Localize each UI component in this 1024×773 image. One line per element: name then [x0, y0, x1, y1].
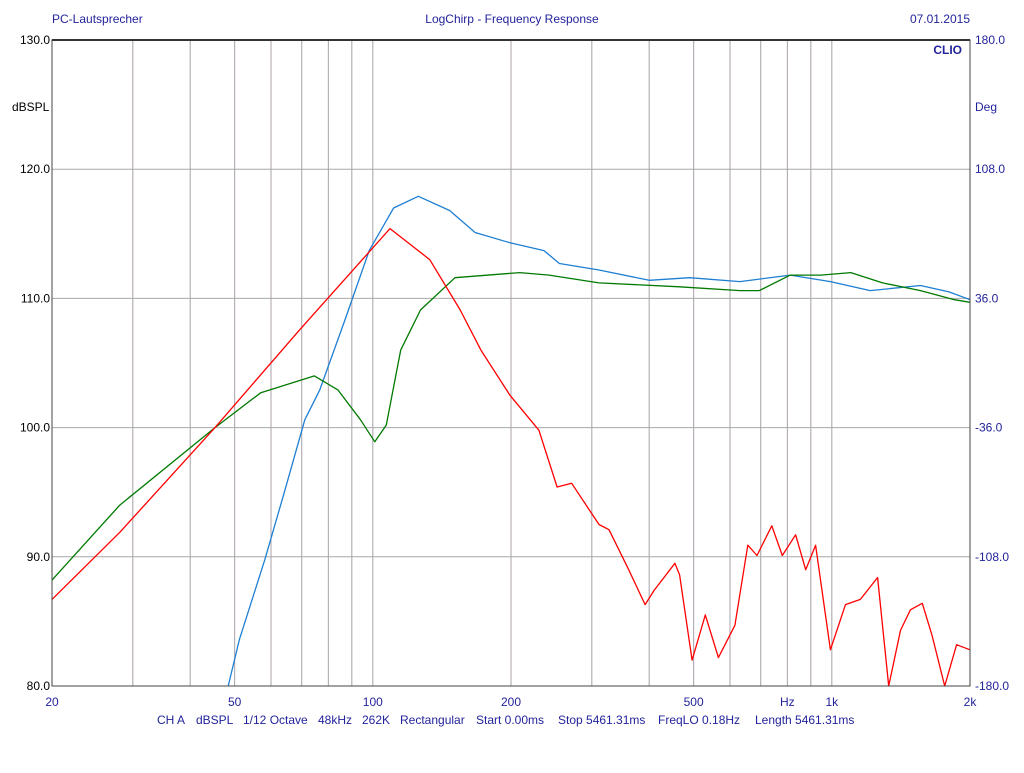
x-tick-label: 500	[684, 695, 704, 709]
tick-labels: 20 50 100 200 500 Hz 1k 2k 130.0 120.0 110.0 100.0 9…	[20, 33, 1009, 709]
header-left: PC-Lautsprecher	[52, 12, 143, 26]
footer-item: Length 5461.31ms	[755, 713, 854, 727]
clio-logo: CLIO	[933, 43, 962, 57]
header-date: 07.01.2015	[910, 12, 970, 26]
y-axis-label: dBSPL	[12, 100, 50, 114]
y2-tick-label: -36.0	[975, 421, 1003, 435]
grid	[52, 40, 971, 686]
y-tick-label: 120.0	[20, 162, 50, 176]
y2-tick-label: 180.0	[975, 33, 1005, 47]
x-tick-label: Hz	[780, 695, 795, 709]
footer-item: 262K	[362, 713, 390, 727]
footer-item: 48kHz	[318, 713, 352, 727]
series-group	[51, 195, 971, 687]
y2-tick-label: 36.0	[975, 291, 999, 305]
y2-axis-label: Deg	[975, 100, 997, 114]
x-tick-label: 50	[228, 695, 242, 709]
y2-tick-label: -108.0	[975, 550, 1009, 564]
y-tick-label: 130.0	[20, 33, 50, 47]
y-tick-label: 90.0	[27, 550, 51, 564]
series-line-red	[51, 227, 971, 687]
x-tick-label: 100	[363, 695, 383, 709]
x-tick-label: 20	[45, 695, 59, 709]
footer-item: CH A	[157, 713, 185, 727]
footer-item: FreqLO 0.18Hz	[658, 713, 740, 727]
chart-title: LogChirp - Frequency Response	[425, 12, 599, 26]
footer-item: Stop 5461.31ms	[558, 713, 645, 727]
x-tick-label: 2k	[964, 695, 978, 709]
y-tick-label: 110.0	[21, 291, 50, 305]
y-tick-label: 80.0	[27, 679, 51, 693]
y2-tick-label: 108.0	[975, 162, 1005, 176]
footer-item: Start 0.00ms	[476, 713, 544, 727]
footer-item: 1/12 Octave	[243, 713, 308, 727]
x-tick-label: 1k	[825, 695, 839, 709]
footer-item: Rectangular	[400, 713, 465, 727]
series-line-blue	[227, 195, 971, 687]
series-line-green	[51, 271, 971, 581]
footer-item: dBSPL	[196, 713, 234, 727]
footer-info: CH A dBSPL 1/12 Octave 48kHz 262K Rectangular…	[157, 713, 854, 727]
y-tick-label: 100.0	[20, 421, 50, 435]
x-tick-label: 200	[501, 695, 521, 709]
y2-tick-label: -180.0	[975, 679, 1009, 693]
